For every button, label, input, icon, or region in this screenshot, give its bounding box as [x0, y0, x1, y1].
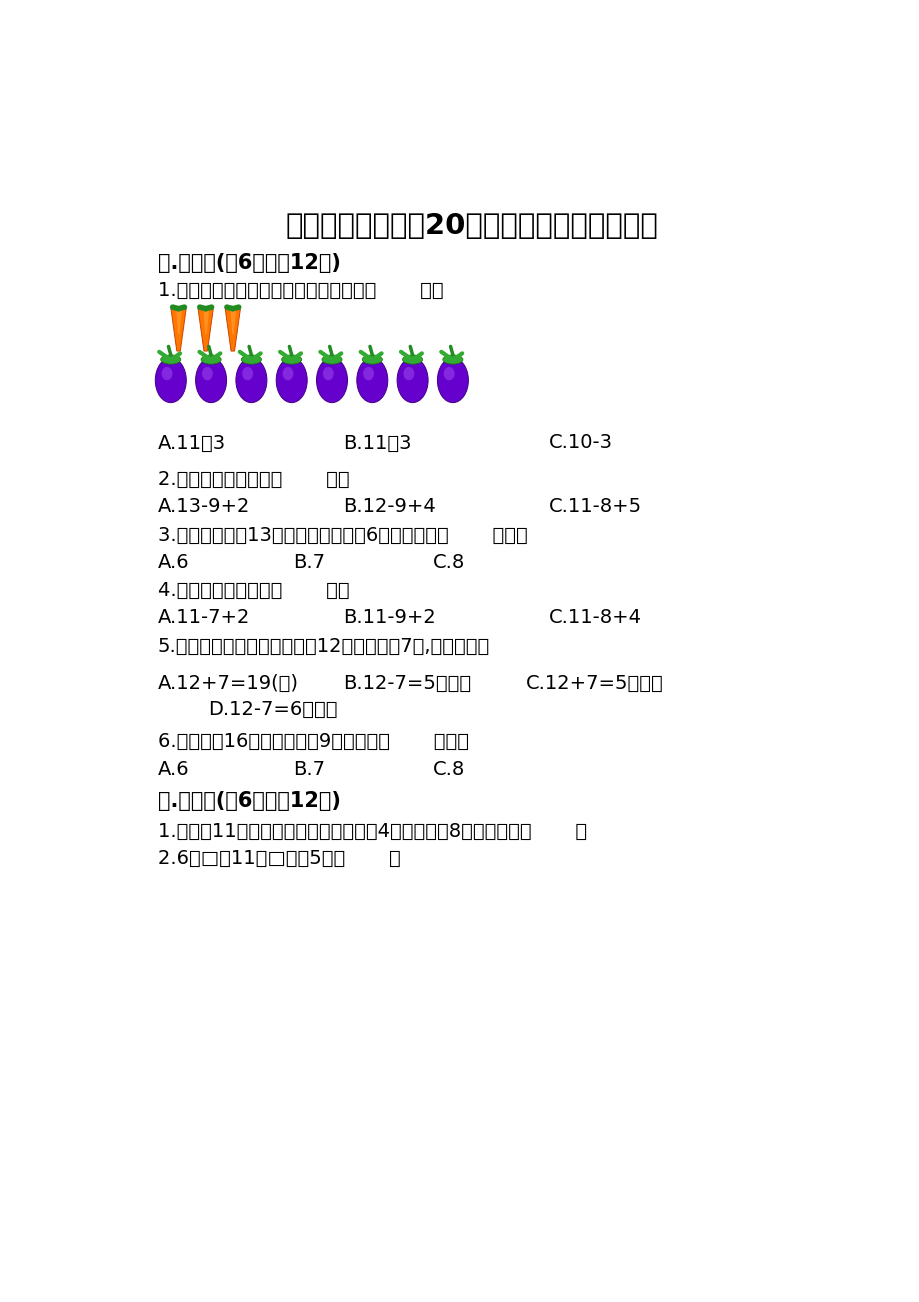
Text: 二.判断题(共6题，共12分): 二.判断题(共6题，共12分): [157, 792, 340, 811]
Ellipse shape: [202, 367, 212, 380]
Text: A.11－3: A.11－3: [157, 434, 225, 452]
Ellipse shape: [363, 367, 374, 380]
Text: A.6: A.6: [157, 760, 189, 779]
Text: 3.学校体育队有13名学生，其中女生6名，男生有（       ）名。: 3.学校体育队有13名学生，其中女生6名，男生有（ ）名。: [157, 526, 527, 544]
Text: D.12-7=6（只）: D.12-7=6（只）: [208, 700, 337, 719]
Ellipse shape: [357, 358, 388, 402]
Ellipse shape: [282, 367, 293, 380]
Ellipse shape: [162, 367, 173, 380]
Ellipse shape: [437, 358, 468, 402]
Ellipse shape: [403, 367, 414, 380]
Text: 小学一年级数学《20以内的退位减法》必刷题: 小学一年级数学《20以内的退位减法》必刷题: [285, 212, 657, 240]
Text: C.11-8+4: C.11-8+4: [549, 608, 641, 628]
Text: 4.得数最大的算式是（       ）。: 4.得数最大的算式是（ ）。: [157, 581, 349, 600]
Polygon shape: [225, 309, 240, 352]
Text: A.6: A.6: [157, 553, 189, 572]
Ellipse shape: [403, 355, 422, 365]
Ellipse shape: [235, 358, 267, 402]
Text: 6.草地上有16只小鸡，跑了9只，还有（       ）只。: 6.草地上有16只小鸡，跑了9只，还有（ ）只。: [157, 732, 468, 751]
Ellipse shape: [322, 355, 342, 365]
Ellipse shape: [241, 355, 261, 365]
Text: C.8: C.8: [432, 760, 464, 779]
Polygon shape: [176, 310, 182, 335]
Text: B.11-9+2: B.11-9+2: [344, 608, 436, 628]
Text: C.11-8+5: C.11-8+5: [549, 497, 641, 517]
Text: A.12+7=19(只): A.12+7=19(只): [157, 673, 299, 693]
Text: B.12-7=5（只）: B.12-7=5（只）: [344, 673, 471, 693]
Text: C.12+7=5（只）: C.12+7=5（只）: [525, 673, 663, 693]
Polygon shape: [203, 310, 209, 335]
Text: B.12-9+4: B.12-9+4: [344, 497, 436, 517]
Ellipse shape: [443, 367, 454, 380]
Ellipse shape: [161, 355, 181, 365]
Polygon shape: [198, 309, 213, 352]
Text: A.13-9+2: A.13-9+2: [157, 497, 250, 517]
Ellipse shape: [316, 358, 347, 402]
Text: 一.选择题(共6题，共12分): 一.选择题(共6题，共12分): [157, 254, 340, 273]
Text: A.11-7+2: A.11-7+2: [157, 608, 250, 628]
Ellipse shape: [155, 358, 186, 402]
Text: C.10-3: C.10-3: [549, 434, 612, 452]
Polygon shape: [171, 309, 186, 352]
Text: 2.得数最大的算式是（       ）。: 2.得数最大的算式是（ ）。: [157, 470, 349, 490]
Ellipse shape: [242, 367, 253, 380]
Ellipse shape: [323, 367, 334, 380]
Text: B.7: B.7: [293, 760, 325, 779]
Text: 1.小美和11个同学参加体操比赛，其中4名是女生，8名是男生。（       ）: 1.小美和11个同学参加体操比赛，其中4名是女生，8名是男生。（ ）: [157, 823, 586, 841]
Ellipse shape: [276, 358, 307, 402]
Ellipse shape: [362, 355, 382, 365]
Text: B.7: B.7: [293, 553, 325, 572]
Polygon shape: [231, 310, 236, 335]
Text: B.11＋3: B.11＋3: [344, 434, 412, 452]
Ellipse shape: [201, 355, 221, 365]
Text: 5.草地上的白羊和黑羊一共有12只，白羊有7只,黑羊有（）: 5.草地上的白羊和黑羊一共有12只，白羊有7只,黑羊有（）: [157, 637, 489, 656]
Text: 1.求茄子比胡萝卜多几个的正确列式是（       ）。: 1.求茄子比胡萝卜多几个的正确列式是（ ）。: [157, 281, 443, 299]
Ellipse shape: [281, 355, 301, 365]
Text: 2.6＋□＝11，□里填5。（       ）: 2.6＋□＝11，□里填5。（ ）: [157, 849, 400, 868]
Ellipse shape: [397, 358, 427, 402]
Ellipse shape: [196, 358, 226, 402]
Ellipse shape: [442, 355, 462, 365]
Text: C.8: C.8: [432, 553, 464, 572]
